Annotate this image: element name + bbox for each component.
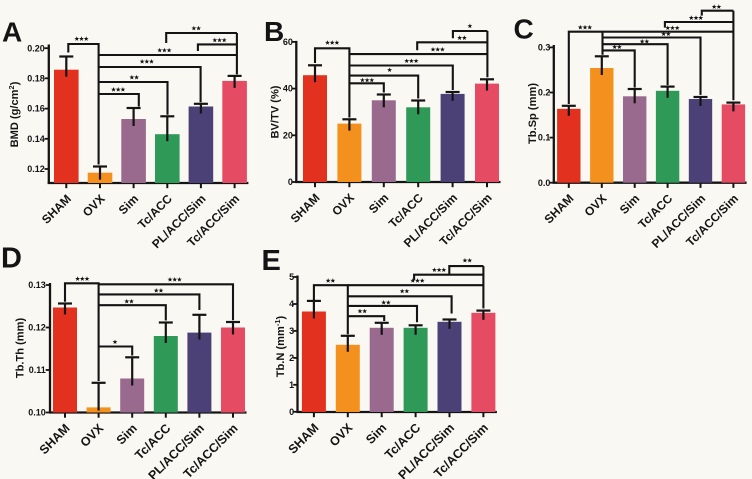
svg-text:A: A — [2, 17, 22, 48]
svg-text:BV/TV (%): BV/TV (%) — [270, 85, 282, 138]
svg-text:BMD (g/cm2): BMD (g/cm2) — [7, 81, 21, 147]
svg-text:SHAM: SHAM — [39, 192, 74, 227]
svg-text:3: 3 — [289, 326, 294, 336]
svg-text:0.3: 0.3 — [538, 43, 551, 53]
svg-text:0.12: 0.12 — [27, 164, 45, 174]
svg-text:Tb.N (mm-1): Tb.N (mm-1) — [273, 315, 287, 377]
svg-text:Sim: Sim — [363, 421, 389, 447]
svg-text:OVX: OVX — [80, 192, 108, 220]
svg-text:Sim: Sim — [366, 191, 391, 216]
svg-text:Sim: Sim — [617, 191, 642, 216]
svg-text:60: 60 — [283, 37, 293, 47]
svg-text:SHAM: SHAM — [542, 191, 577, 226]
svg-text:0: 0 — [288, 177, 293, 187]
svg-text:SHAM: SHAM — [37, 421, 73, 457]
svg-text:OVX: OVX — [329, 191, 357, 219]
svg-text:Sim: Sim — [116, 192, 141, 217]
svg-text:0.18: 0.18 — [27, 73, 45, 83]
svg-text:Sim: Sim — [114, 421, 140, 447]
svg-text:20: 20 — [283, 130, 293, 140]
svg-text:OVX: OVX — [78, 421, 107, 450]
svg-text:40: 40 — [283, 84, 293, 94]
svg-text:0.11: 0.11 — [29, 365, 46, 375]
svg-text:C: C — [514, 14, 534, 45]
svg-text:Tb.Sp (mm): Tb.Sp (mm) — [527, 83, 539, 144]
svg-text:B: B — [264, 16, 284, 47]
svg-text:0.0: 0.0 — [538, 178, 551, 188]
svg-text:5: 5 — [289, 272, 294, 282]
svg-text:0.14: 0.14 — [27, 134, 45, 144]
svg-text:0.16: 0.16 — [27, 104, 45, 114]
svg-text:OVX: OVX — [327, 420, 356, 449]
svg-text:OVX: OVX — [582, 191, 610, 219]
svg-text:E: E — [262, 245, 281, 277]
svg-text:0.20: 0.20 — [27, 43, 45, 53]
svg-text:1: 1 — [289, 380, 294, 390]
svg-text:D: D — [1, 243, 22, 275]
svg-text:2: 2 — [289, 353, 294, 363]
svg-text:4: 4 — [289, 299, 294, 309]
svg-text:0.10: 0.10 — [28, 408, 46, 418]
svg-text:SHAM: SHAM — [286, 421, 322, 457]
svg-text:0.13: 0.13 — [28, 280, 46, 290]
svg-text:0.2: 0.2 — [538, 88, 551, 98]
svg-text:SHAM: SHAM — [288, 191, 323, 226]
svg-text:0.1: 0.1 — [538, 133, 551, 143]
svg-text:0.12: 0.12 — [28, 323, 46, 333]
svg-text:Tb.Th (mm): Tb.Th (mm) — [15, 318, 27, 379]
svg-text:0: 0 — [289, 407, 294, 417]
